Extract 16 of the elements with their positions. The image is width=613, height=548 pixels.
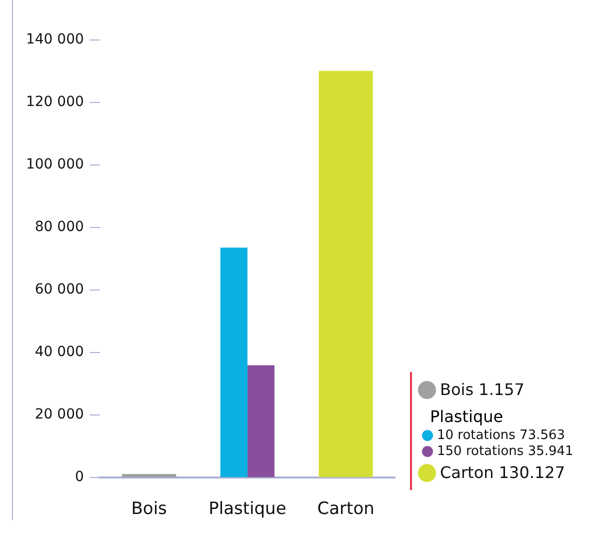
x-tick-label: Bois: [131, 499, 168, 520]
legend-label: Bois 1.157: [440, 380, 524, 399]
y-tick-label: 40 000: [34, 344, 84, 360]
x-tick-label: Carton: [317, 499, 374, 520]
y-tick-label: 0: [74, 469, 84, 486]
y-tick-label: 140 000: [26, 32, 84, 48]
y-tick-label: 20 000: [34, 406, 84, 423]
text: Plastique: [430, 407, 504, 426]
y-tick-label: 60 000: [34, 282, 84, 298]
y-tick-label: 120 000: [26, 94, 84, 110]
y-tick-label: 100 000: [26, 156, 84, 173]
legend-label: 10 rotations 73.563: [437, 428, 566, 443]
legend-label: 150 rotations 35.941: [437, 444, 574, 459]
x-tick-label: Plastique: [208, 499, 286, 520]
legend-label: Carton 130.127: [440, 463, 566, 482]
y-tick-label: 80 000: [34, 219, 84, 236]
